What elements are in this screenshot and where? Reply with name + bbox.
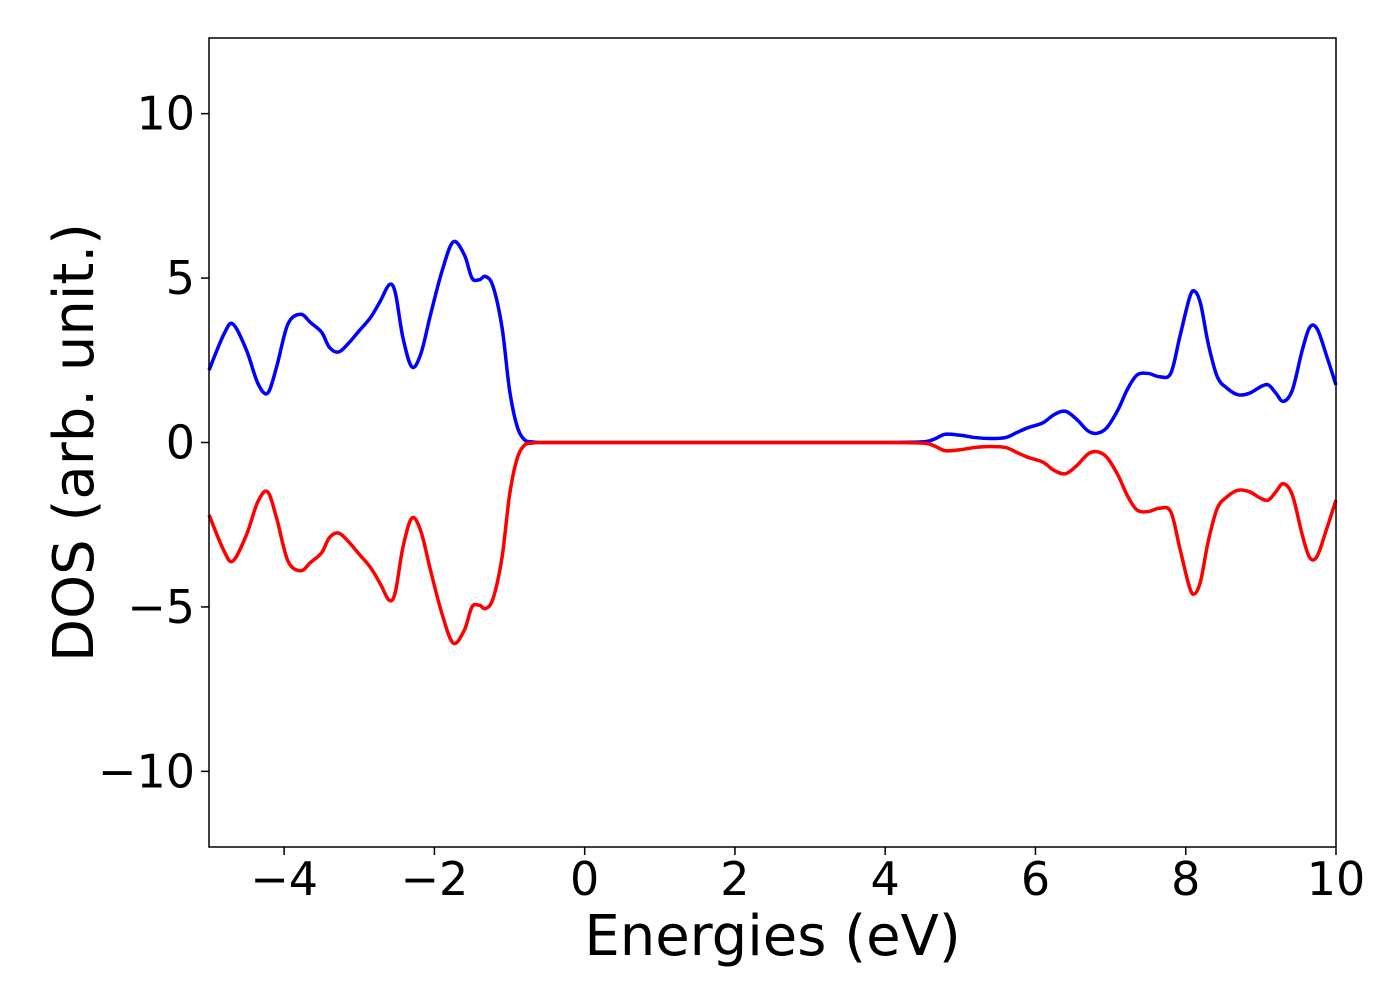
x-tick-label: 0	[570, 852, 599, 906]
x-ticks: −4 −2 0 2 4 6 8 10	[250, 847, 1365, 906]
x-tick-label: 2	[720, 852, 749, 906]
x-tick-label: −2	[400, 852, 468, 906]
y-tick-label: 10	[136, 87, 195, 141]
x-tick-label: 10	[1307, 852, 1366, 906]
series-line-1	[207, 239, 1338, 445]
series-line-2	[207, 440, 1338, 646]
y-tick-label: −10	[98, 744, 195, 798]
y-ticks: −10 −5 0 5 10	[98, 87, 209, 798]
y-tick-label: 5	[166, 251, 195, 305]
x-tick-label: 8	[1171, 852, 1200, 906]
x-tick-label: 6	[1021, 852, 1050, 906]
x-tick-label: −4	[250, 852, 318, 906]
y-tick-label: 0	[166, 416, 195, 470]
y-axis-title: DOS (arb. unit.)	[42, 223, 107, 662]
x-tick-label: 4	[871, 852, 900, 906]
y-tick-label: −5	[127, 580, 195, 634]
series-layer	[207, 239, 1338, 646]
x-axis-title: Energies (eV)	[584, 904, 960, 969]
